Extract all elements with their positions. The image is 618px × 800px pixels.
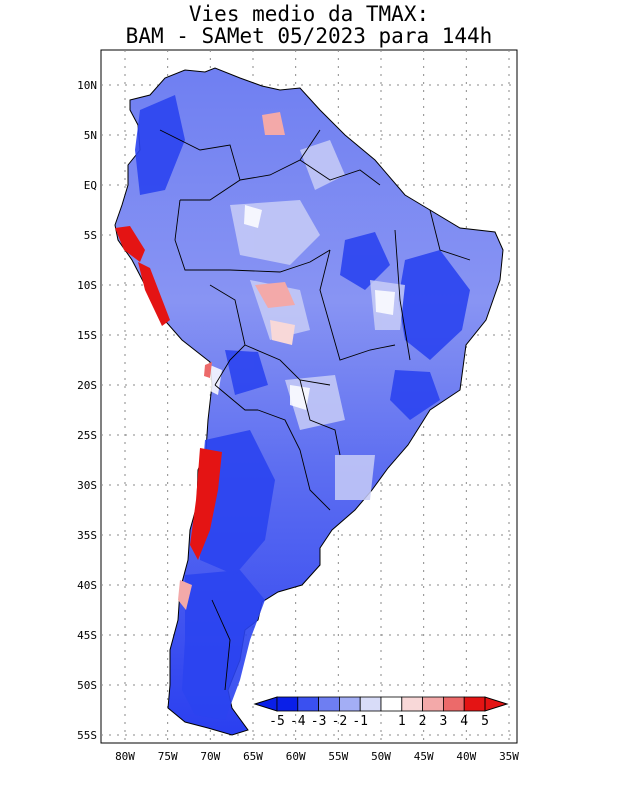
latitude-labels: 10N 5N EQ 5S 10S 15S 20S 25S 30S 35S 40S 45S 50S 55S xyxy=(77,79,97,742)
colorbar-label: 4 xyxy=(460,714,468,729)
colorbar-swatch xyxy=(318,696,340,712)
colorbar-swatch xyxy=(422,696,444,712)
colorbar: -5 -4 -3 -2 -1 1 2 3 4 5 xyxy=(253,696,509,729)
latitude-label: 15S xyxy=(77,329,97,342)
longitude-label: 70W xyxy=(200,750,220,763)
colorbar-label: -2 xyxy=(332,714,348,729)
colorbar-label: -1 xyxy=(352,714,368,729)
longitude-label: 45W xyxy=(414,750,434,763)
latitude-label: 50S xyxy=(77,679,97,692)
latitude-label: 40S xyxy=(77,579,97,592)
latitude-label: 5N xyxy=(84,129,97,142)
map-title-line2: BAM - SAMet 05/2023 para 144h xyxy=(125,24,493,48)
colorbar-max-arrow xyxy=(484,696,509,712)
longitude-label: 35W xyxy=(499,750,519,763)
longitude-label: 75W xyxy=(158,750,178,763)
latitude-label: 35S xyxy=(77,529,97,542)
latitude-label: 25S xyxy=(77,429,97,442)
strong-negative-bias-areas xyxy=(135,95,470,720)
colorbar-label: -3 xyxy=(311,714,327,729)
colorbar-label: 2 xyxy=(419,714,427,729)
colorbar-swatch xyxy=(380,696,403,712)
latitude-label: 10N xyxy=(77,79,97,92)
map-title-line1: Vies medio da TMAX: xyxy=(188,2,430,26)
colorbar-label: -5 xyxy=(269,714,285,729)
latitude-label: 45S xyxy=(77,629,97,642)
longitude-label: 65W xyxy=(243,750,263,763)
colorbar-label: 5 xyxy=(481,714,489,729)
colorbar-swatch xyxy=(401,696,423,712)
colorbar-swatch xyxy=(338,696,361,712)
longitude-label: 40W xyxy=(456,750,476,763)
latitude-label: 30S xyxy=(77,479,97,492)
colorbar-swatch xyxy=(297,696,319,712)
longitude-label: 60W xyxy=(286,750,306,763)
country-borders xyxy=(159,129,471,691)
latitude-label: EQ xyxy=(84,179,97,192)
longitude-labels: 80W 75W 70W 65W 60W 55W 50W 45W 40W 35W xyxy=(115,750,519,763)
latitude-label: 10S xyxy=(77,279,97,292)
latitude-label: 55S xyxy=(77,729,97,742)
colorbar-label: 3 xyxy=(439,714,447,729)
positive-bias-areas xyxy=(115,112,295,610)
latitude-label: 20S xyxy=(77,379,97,392)
longitude-label: 80W xyxy=(115,750,135,763)
longitude-label: 55W xyxy=(328,750,348,763)
colorbar-label: 1 xyxy=(398,714,406,729)
colorbar-swatch xyxy=(359,696,382,712)
colorbar-swatch xyxy=(276,696,299,712)
longitude-label: 50W xyxy=(371,750,391,763)
colorbar-swatch xyxy=(463,696,486,712)
colorbar-label: -4 xyxy=(290,714,306,729)
latitude-label: 5S xyxy=(84,229,97,242)
colorbar-swatch xyxy=(442,696,465,712)
